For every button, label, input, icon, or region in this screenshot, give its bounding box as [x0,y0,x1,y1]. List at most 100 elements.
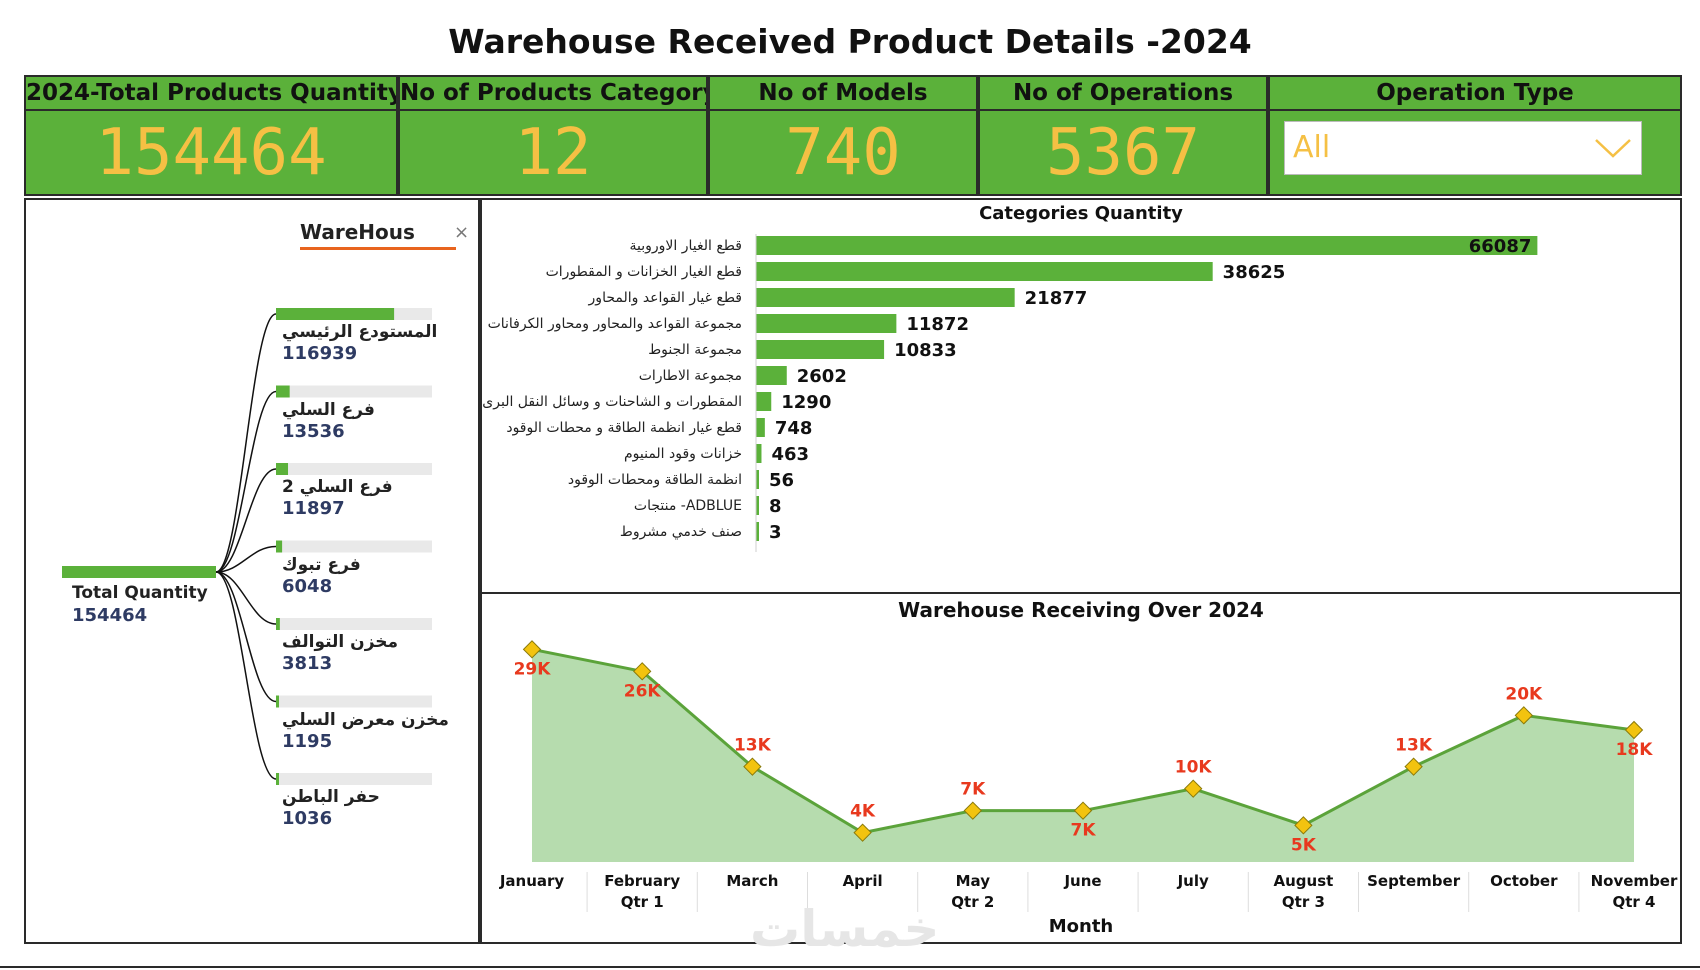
tree-node-name: حفر الباطن [282,787,380,807]
warehouse-slicer-underline [300,247,456,250]
data-point-marker [1184,779,1203,798]
category-value-label: 8 [769,496,782,517]
category-bar [756,262,1213,281]
operation-type-label: Operation Type [1270,77,1680,111]
tree-node-bar [276,385,290,398]
category-value-label: 3 [769,522,782,543]
close-icon[interactable]: × [454,222,470,243]
tree-root-value: 154464 [72,605,148,626]
data-label: 26K [624,681,662,701]
category-bar [756,366,787,385]
data-point-marker [1294,816,1313,835]
category-bar [756,444,762,463]
tree-node-bar [276,308,395,320]
kpi-operations: No of Operations 5367 [978,75,1268,196]
tree-node-bar [276,695,279,708]
tree-node-bar-bg [276,540,432,553]
data-point-marker [1624,720,1644,740]
x-tick-label: January [499,872,565,890]
categories-chart-title: Categories Quantity [979,203,1183,224]
category-bar [756,392,772,411]
tree-node-value: 3813 [282,653,333,674]
tree-node-bar [276,463,289,475]
x-tick-label: April [843,872,883,890]
x-tick-label: October [1490,872,1558,890]
tree-connector [215,571,277,703]
data-label: 13K [1395,736,1433,756]
tree-node-bar [276,540,283,553]
category-bar [756,340,885,359]
x-tick-label: May [956,872,991,890]
category-label: قطع غيار انظمة الطاقة و محطات الوقود [506,420,742,436]
category-value-label: 38625 [1223,262,1286,283]
category-bar [756,314,897,333]
tree-node-name: فرع تبوك [282,554,361,575]
kpi-models: No of Models 740 [708,75,978,196]
tree-node-bar [276,618,280,630]
data-label: 5K [1291,835,1317,855]
x-tick-label: February [604,872,680,890]
data-label: 20K [1505,684,1543,704]
categories-bar-chart: قطع الغيار الاوروبية 66087 قطع الغيار الخز… [482,234,1538,552]
kpi-operations-label: No of Operations [980,77,1266,111]
category-label: مجموعة الجنوط [648,342,742,358]
operation-type-selected: All [1293,130,1331,165]
quarter-label: Qtr 4 [1613,893,1656,911]
data-point-marker [963,801,982,820]
tree-connector [215,571,277,780]
x-tick-label: November [1591,872,1678,890]
category-value-label: 748 [775,418,813,439]
kpi-total-quantity-value: 154464 [95,116,327,190]
data-label: 4K [850,802,876,822]
x-tick-label: June [1063,872,1101,890]
tree-connector [215,390,277,573]
data-point-marker [522,640,542,659]
tree-node-name: المستودع الرئيسي [282,322,438,342]
operation-type-dropdown[interactable]: All [1284,121,1642,175]
category-value-label: 2602 [797,366,847,387]
warehouse-slicer-label: WareHous [300,220,415,244]
tree-node-value: 11897 [282,498,345,519]
tree-node-bar-bg [276,695,432,708]
receiving-chart-title: Warehouse Receiving Over 2024 [898,598,1264,622]
data-point-marker [1404,757,1423,776]
tree-node-name: فرع السلي [282,399,375,420]
watermark: خمسات [750,900,940,958]
data-point-marker [853,823,872,842]
tree-connector [215,545,277,573]
x-axis-title: Month [1048,916,1114,937]
x-tick-label: September [1367,872,1461,890]
tree-node-name: فرع السلي 2 [282,477,393,497]
category-label: انظمة الطاقة ومحطات الوقود [568,472,742,488]
category-bar [756,236,1538,255]
category-label: مجموعة الاطارات [639,368,742,384]
tree-node-value: 1036 [282,808,333,829]
category-bar [756,496,759,515]
category-label: قطع غيار القواعد والمحاور [588,290,742,306]
category-label: خزانات وقود المنيوم [624,446,742,462]
tree-node-value: 13536 [282,420,345,442]
quarter-label: Qtr 1 [621,893,664,911]
bottom-border [0,966,1700,968]
category-bar [756,418,765,437]
x-tick-label: August [1273,872,1333,890]
tree-node-name: مخزن معرض السلي [282,709,449,730]
category-bar [756,522,759,541]
category-value-label: 1290 [781,392,831,413]
tree-node-bar-bg [276,385,432,398]
category-value-label: 66087 [1469,236,1532,257]
tree-node-name: مخزن التوالف [282,632,399,652]
tree-node-bar-bg [276,773,432,785]
kpi-total-quantity-label: 2024-Total Products Quantity [26,77,396,111]
tree-connector [215,313,277,573]
tree-root-label: Total Quantity [72,583,208,603]
category-label: مجموعة القواعد والمحاور ومحاور الكرفانات [488,316,742,332]
data-label: 18K [1616,740,1654,760]
tree-root-bar [62,566,216,578]
kpi-categories-value: 12 [514,116,592,190]
kpi-categories-label: No of Products Category [400,77,706,111]
category-value-label: 11872 [906,314,969,335]
kpi-categories: No of Products Category 12 [398,75,708,196]
area-fill [532,649,1634,862]
warehouse-tree-panel: WareHous × Total Quantity 154464 المستود… [24,198,480,944]
